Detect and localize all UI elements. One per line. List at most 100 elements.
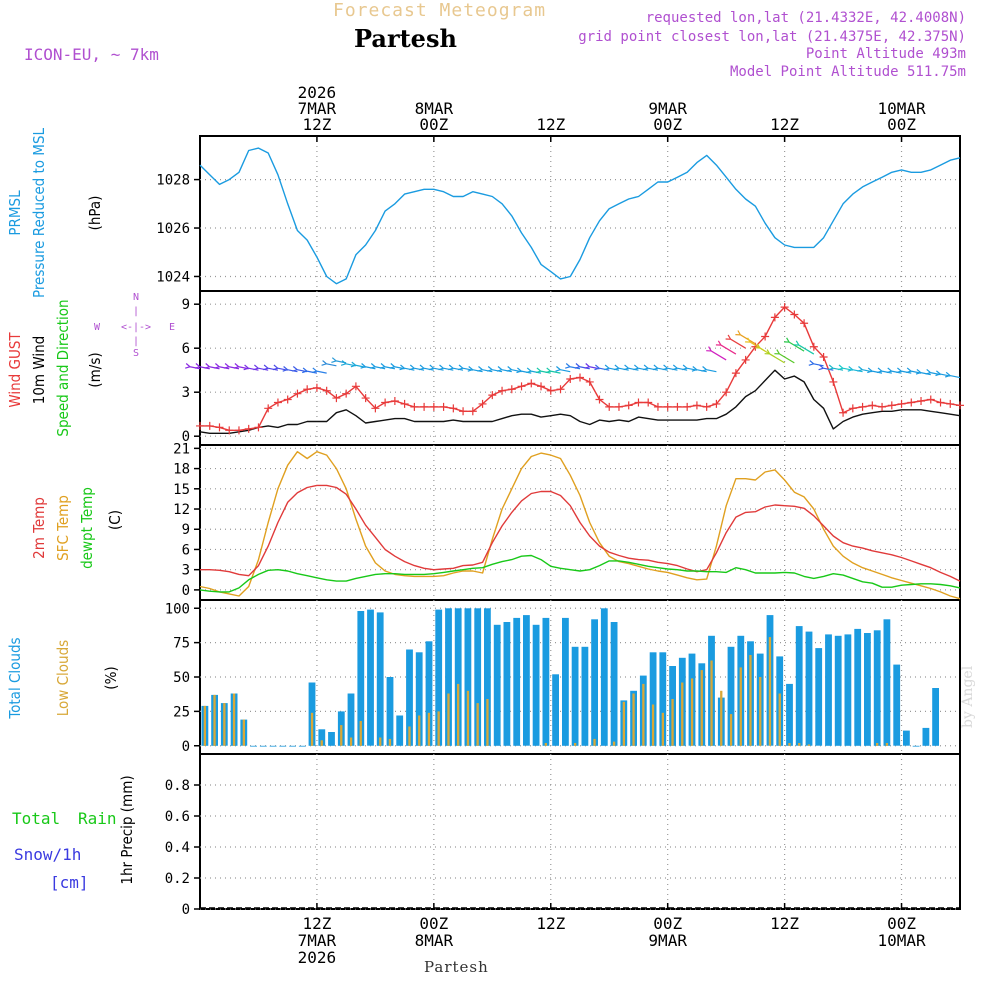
total-clouds-bar — [464, 608, 472, 746]
gust-marker — [712, 399, 721, 408]
pressure-panel-frame — [199, 135, 961, 292]
gust-marker — [537, 382, 546, 391]
point-altitude: Point Altitude 493m — [805, 46, 966, 62]
gust-marker — [887, 401, 896, 410]
total-clouds-bar — [591, 619, 598, 746]
total-clouds-bar — [250, 745, 257, 747]
low-clouds-bar — [593, 738, 596, 746]
gust-marker — [848, 404, 857, 413]
total-clouds-bar — [474, 608, 482, 746]
low-clouds-bar — [710, 660, 713, 746]
total-clouds-bar — [396, 715, 404, 746]
temp-unit-label: (C) — [106, 510, 124, 530]
total-clouds-bar — [571, 646, 579, 746]
gust-marker — [702, 402, 711, 411]
gust-marker — [283, 395, 292, 404]
low-clouds-bar — [310, 712, 314, 746]
low-clouds-bar — [661, 712, 664, 746]
gust-marker — [459, 407, 468, 416]
top-time-label: 12Z — [536, 115, 565, 134]
compass-west: W — [94, 322, 101, 333]
gust-marker — [420, 402, 429, 411]
low-clouds-bar — [242, 719, 245, 746]
gust-marker — [468, 407, 477, 416]
low-clouds-bar — [379, 737, 382, 746]
wind-direction-arrow — [793, 340, 815, 355]
low-clouds-bar — [223, 703, 226, 746]
temp-ytick-label: 6 — [182, 542, 190, 558]
wind-direction-arrow — [784, 337, 805, 352]
total-clouds-bar — [854, 628, 862, 746]
gust-marker — [819, 353, 828, 361]
gust-marker — [361, 394, 370, 403]
gust-marker — [546, 386, 555, 395]
gust-marker — [605, 402, 614, 411]
low-clouds-bar — [340, 725, 343, 746]
low-clouds-bar — [885, 743, 889, 746]
gust-marker — [878, 402, 887, 411]
pressure-ytick-label: 1028 — [156, 173, 190, 189]
wind-direction-arrow — [945, 371, 961, 379]
wind-gust-label: Wind GUST — [6, 332, 24, 408]
total-clouds-bar — [903, 730, 910, 746]
gust-marker — [809, 342, 818, 351]
total-clouds-bar — [883, 619, 891, 746]
2m-temp-line — [200, 484, 961, 582]
low-clouds-bar — [418, 715, 421, 746]
gust-marker — [780, 303, 789, 312]
total-clouds-bar — [347, 693, 355, 746]
low-clouds-bar — [408, 726, 411, 746]
low-clouds-bar — [466, 690, 470, 746]
gust-marker — [244, 424, 253, 433]
low-clouds-bar — [476, 703, 479, 746]
wind-direction-arrow — [701, 366, 717, 373]
total-clouds-bar — [279, 745, 287, 747]
low-clouds-bar — [700, 670, 703, 746]
requested-coordinates: requested lon,lat (21.4332E, 42.4008N) — [645, 10, 966, 26]
wind-direction-arrow — [555, 366, 571, 373]
bottom-time-label: 2026 — [298, 948, 337, 967]
temp-ytick-label: 3 — [182, 563, 190, 579]
gust-marker — [332, 394, 341, 403]
gust-marker — [312, 383, 321, 392]
gust-marker — [644, 398, 653, 407]
low-clouds-bar — [749, 655, 752, 746]
top-time-label: 00Z — [419, 115, 448, 134]
gust-marker — [293, 389, 302, 398]
top-time-label: 12Z — [302, 115, 331, 134]
wind-10m-label: 10m Wind — [30, 336, 48, 405]
gust-marker — [322, 386, 331, 395]
gust-marker — [624, 401, 633, 410]
temp-ytick-label: 18 — [173, 462, 190, 478]
low-clouds-bar — [544, 743, 547, 746]
total-rain-label-word2: Rain — [78, 809, 117, 828]
gust-marker — [770, 313, 779, 322]
low-clouds-bar — [486, 699, 489, 746]
gust-marker — [585, 377, 594, 386]
precip-ytick-label: 0.8 — [165, 778, 190, 794]
low-clouds-bar — [437, 711, 440, 746]
total-clouds-bar — [357, 611, 365, 746]
bottom-time-label: 10MAR — [877, 931, 926, 950]
top-time-label: 00Z — [653, 115, 682, 134]
top-time-label: 9MAR — [648, 99, 687, 118]
gust-marker — [507, 385, 516, 394]
gust-marker — [429, 402, 438, 411]
total-clouds-bar — [523, 615, 530, 746]
bottom-time-label: 12Z — [770, 914, 799, 933]
pressure-ytick-label: 1026 — [156, 221, 190, 237]
wind-direction-arrow — [545, 367, 561, 374]
wind-speed-line — [199, 369, 961, 434]
gust-marker — [410, 402, 419, 411]
compass-ew-arrows: <-|-> — [121, 322, 151, 333]
location-title: Partesh — [354, 24, 457, 53]
gust-marker — [381, 398, 390, 407]
total-clouds-bar — [825, 634, 832, 746]
total-clouds-bar — [484, 608, 491, 746]
low-clouds-bar — [876, 743, 879, 746]
total-clouds-bar — [386, 677, 394, 746]
total-clouds-bar — [435, 609, 443, 746]
bottom-time-label: 7MAR — [298, 931, 337, 950]
gust-marker — [498, 386, 507, 395]
clouds-ytick-label: 25 — [173, 704, 190, 720]
